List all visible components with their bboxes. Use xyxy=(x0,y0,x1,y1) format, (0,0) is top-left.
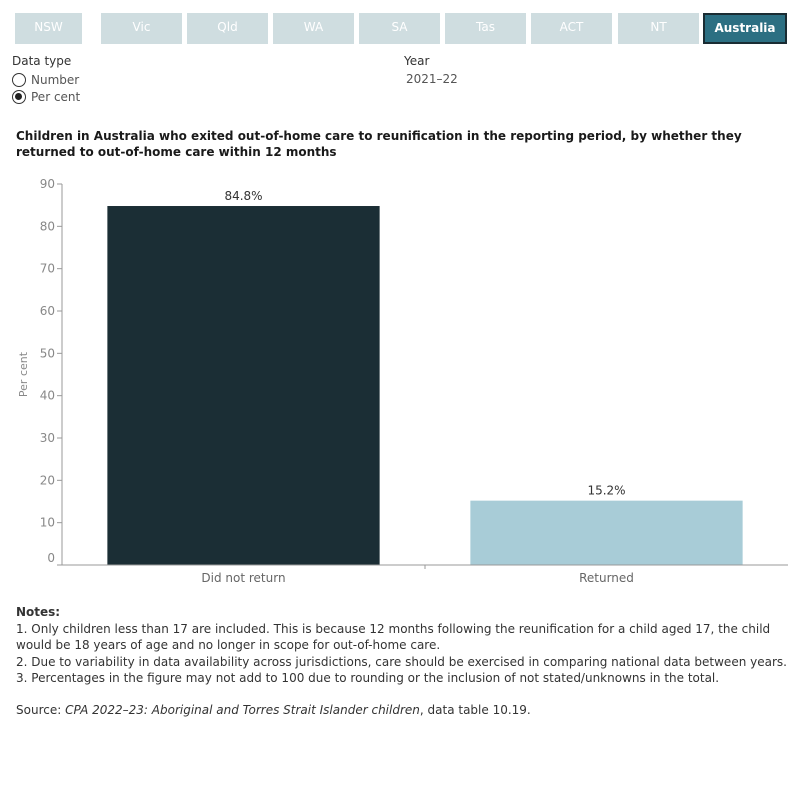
radio-unchecked-icon xyxy=(12,72,26,87)
y-tick-label: 70 xyxy=(40,262,55,276)
tab-tas[interactable]: Tas xyxy=(445,13,526,44)
bar-chart: 0 10 20 30 40 50 60 70 80 90 Per cent 84.8% 15.2% D… xyxy=(17,177,788,585)
notes-heading: Notes: xyxy=(16,605,61,619)
tab-nt[interactable]: NT xyxy=(618,13,699,44)
note-1: 1. Only children less than 17 are includ… xyxy=(16,621,771,653)
tab-nsw[interactable]: NSW xyxy=(15,13,82,44)
year-label: Year xyxy=(404,54,430,68)
radio-number-label: Number xyxy=(31,72,80,87)
radio-number[interactable]: Number xyxy=(12,71,79,88)
chart-title: Children in Australia who exited out-of-… xyxy=(16,129,742,159)
bars: 84.8% 15.2% xyxy=(107,189,743,565)
note-3: 3. Percentages in the figure may not add… xyxy=(16,671,720,685)
y-tick-label: 60 xyxy=(40,304,55,318)
tab-australia[interactable]: Australia xyxy=(703,13,787,44)
tab-wa[interactable]: WA xyxy=(273,13,354,44)
y-axis: 0 10 20 30 40 50 60 70 80 90 Per cent xyxy=(17,177,63,566)
tab-vic[interactable]: Vic xyxy=(101,13,182,44)
jurisdiction-tabs: NSW Vic Qld WA SA Tas ACT NT Australia xyxy=(15,13,787,44)
source-prefix: Source: xyxy=(16,703,66,717)
y-axis-title: Per cent xyxy=(17,351,30,397)
source-suffix: , data table 10.19. xyxy=(419,703,531,717)
x-category-label: Returned xyxy=(579,571,634,585)
radio-per-cent-label: Per cent xyxy=(31,89,81,104)
y-tick-label: 30 xyxy=(40,431,55,445)
y-tick-label: 50 xyxy=(40,346,55,360)
tab-sa[interactable]: SA xyxy=(359,13,440,44)
source-title[interactable]: CPA 2022–23: Aboriginal and Torres Strai… xyxy=(65,703,420,717)
source: Source: CPA 2022–23: Aboriginal and Torr… xyxy=(16,703,531,717)
bar-returned[interactable] xyxy=(470,500,743,565)
bar-did-not-return[interactable] xyxy=(107,206,380,565)
data-label: 84.8% xyxy=(224,189,262,203)
y-tick-label: 90 xyxy=(40,177,55,191)
data-type-label: Data type xyxy=(12,54,72,68)
radio-per-cent[interactable]: Per cent xyxy=(12,88,80,105)
radio-checked-icon xyxy=(12,89,26,104)
tab-qld[interactable]: Qld xyxy=(187,13,268,44)
tab-act[interactable]: ACT xyxy=(531,13,612,44)
data-label: 15.2% xyxy=(587,484,625,498)
note-2: 2. Due to variability in data availabili… xyxy=(16,654,787,669)
year-value[interactable]: 2021–22 xyxy=(406,72,458,86)
y-tick-label: 0 xyxy=(47,551,55,565)
notes: Notes: 1. Only children less than 17 are… xyxy=(16,604,788,687)
y-tick-label: 40 xyxy=(40,389,55,403)
y-tick-label: 80 xyxy=(40,219,55,233)
x-axis: Did not return Returned xyxy=(62,564,788,585)
y-tick-label: 20 xyxy=(40,473,55,487)
x-category-label: Did not return xyxy=(201,571,285,585)
y-tick-label: 10 xyxy=(40,516,55,530)
